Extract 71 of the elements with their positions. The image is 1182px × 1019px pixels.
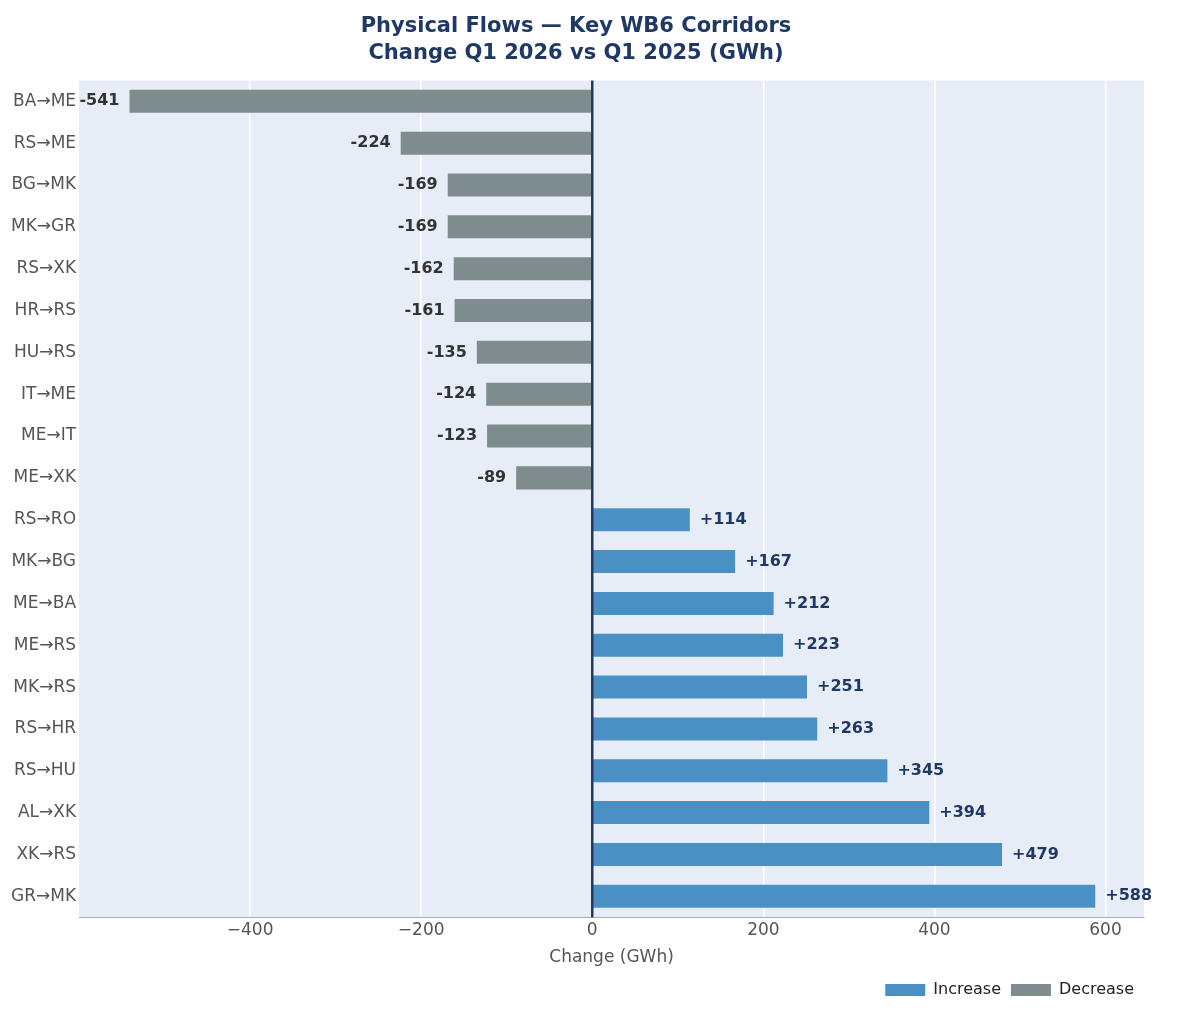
y-tick-label: HU→RS (13, 340, 77, 361)
y-tick-label: MK→RS (13, 675, 77, 696)
bar (476, 340, 592, 364)
chart-subtitle: Change Q1 2026 vs Q1 2025 (GWh) (368, 40, 784, 65)
x-axis-title: Change (GWh) (549, 946, 674, 967)
y-tick-label: ME→RS (13, 633, 77, 654)
data-label: -162 (403, 257, 444, 277)
data-label: -224 (350, 132, 391, 152)
bar (593, 842, 1003, 866)
legend-label: Increase (933, 979, 1001, 999)
y-tick-label: RS→HU (13, 759, 77, 780)
y-tick-label: RS→RO (14, 508, 77, 529)
x-tick-label: 200 (747, 918, 780, 939)
data-label: +223 (793, 634, 840, 654)
bar (593, 633, 784, 657)
data-label: +263 (827, 718, 875, 738)
data-label: +588 (1105, 885, 1153, 905)
data-label: -169 (397, 216, 438, 235)
data-label: -124 (436, 383, 477, 403)
bar (593, 801, 930, 825)
y-tick-label: GR→MK (11, 884, 77, 905)
bar (129, 89, 592, 113)
data-label: -123 (437, 425, 478, 445)
data-label: +251 (816, 676, 864, 696)
data-label: +114 (699, 508, 747, 528)
bar (593, 675, 807, 699)
data-label: -161 (404, 299, 445, 319)
data-label: +167 (745, 550, 792, 570)
y-tick-label: BG→MK (11, 173, 77, 194)
y-tick-label: ME→BA (13, 591, 77, 612)
chart-title: Physical Flows — Key WB6 Corridors (360, 13, 792, 38)
y-tick-label: IT→ME (20, 382, 77, 403)
y-tick-label: HR→RS (14, 298, 77, 319)
y-tick-label: RS→ME (13, 131, 77, 152)
bar (516, 466, 592, 490)
data-label: -135 (426, 341, 467, 361)
bar (593, 759, 888, 783)
data-label: +345 (897, 759, 945, 779)
bar (593, 717, 818, 741)
bar (486, 382, 592, 406)
y-tick-label: ME→XK (13, 466, 77, 487)
bar (447, 173, 592, 197)
y-tick-label: MK→BG (11, 549, 77, 570)
x-tick-label: 400 (918, 918, 951, 939)
legend-label: Decrease (1058, 979, 1134, 999)
x-tick-label: −200 (397, 918, 445, 939)
x-tick-label: −400 (226, 918, 274, 939)
bar (487, 424, 592, 448)
y-tick-label: RS→XK (16, 257, 77, 278)
y-tick-label: MK→GR (11, 215, 77, 236)
bar (454, 299, 592, 323)
y-tick-label: AL→XK (17, 801, 77, 822)
y-tick-label: RS→HR (14, 717, 77, 738)
bar (593, 591, 774, 615)
y-tick-label: ME→IT (20, 424, 77, 445)
y-tick-label: XK→RS (16, 842, 77, 863)
data-label: -89 (477, 467, 507, 487)
data-label: +394 (939, 801, 987, 821)
bar (593, 884, 1096, 908)
bar (400, 131, 592, 155)
data-label: -169 (397, 174, 438, 194)
bar (593, 508, 690, 532)
y-tick-label: BA→ME (13, 89, 77, 110)
bar (447, 215, 592, 239)
data-label: +479 (1012, 843, 1059, 863)
x-tick-label: 0 (586, 918, 598, 939)
data-label: +212 (783, 592, 831, 612)
bar (453, 257, 592, 281)
data-label: -541 (79, 90, 120, 110)
x-tick-label: 600 (1089, 918, 1122, 939)
bar (593, 550, 736, 574)
